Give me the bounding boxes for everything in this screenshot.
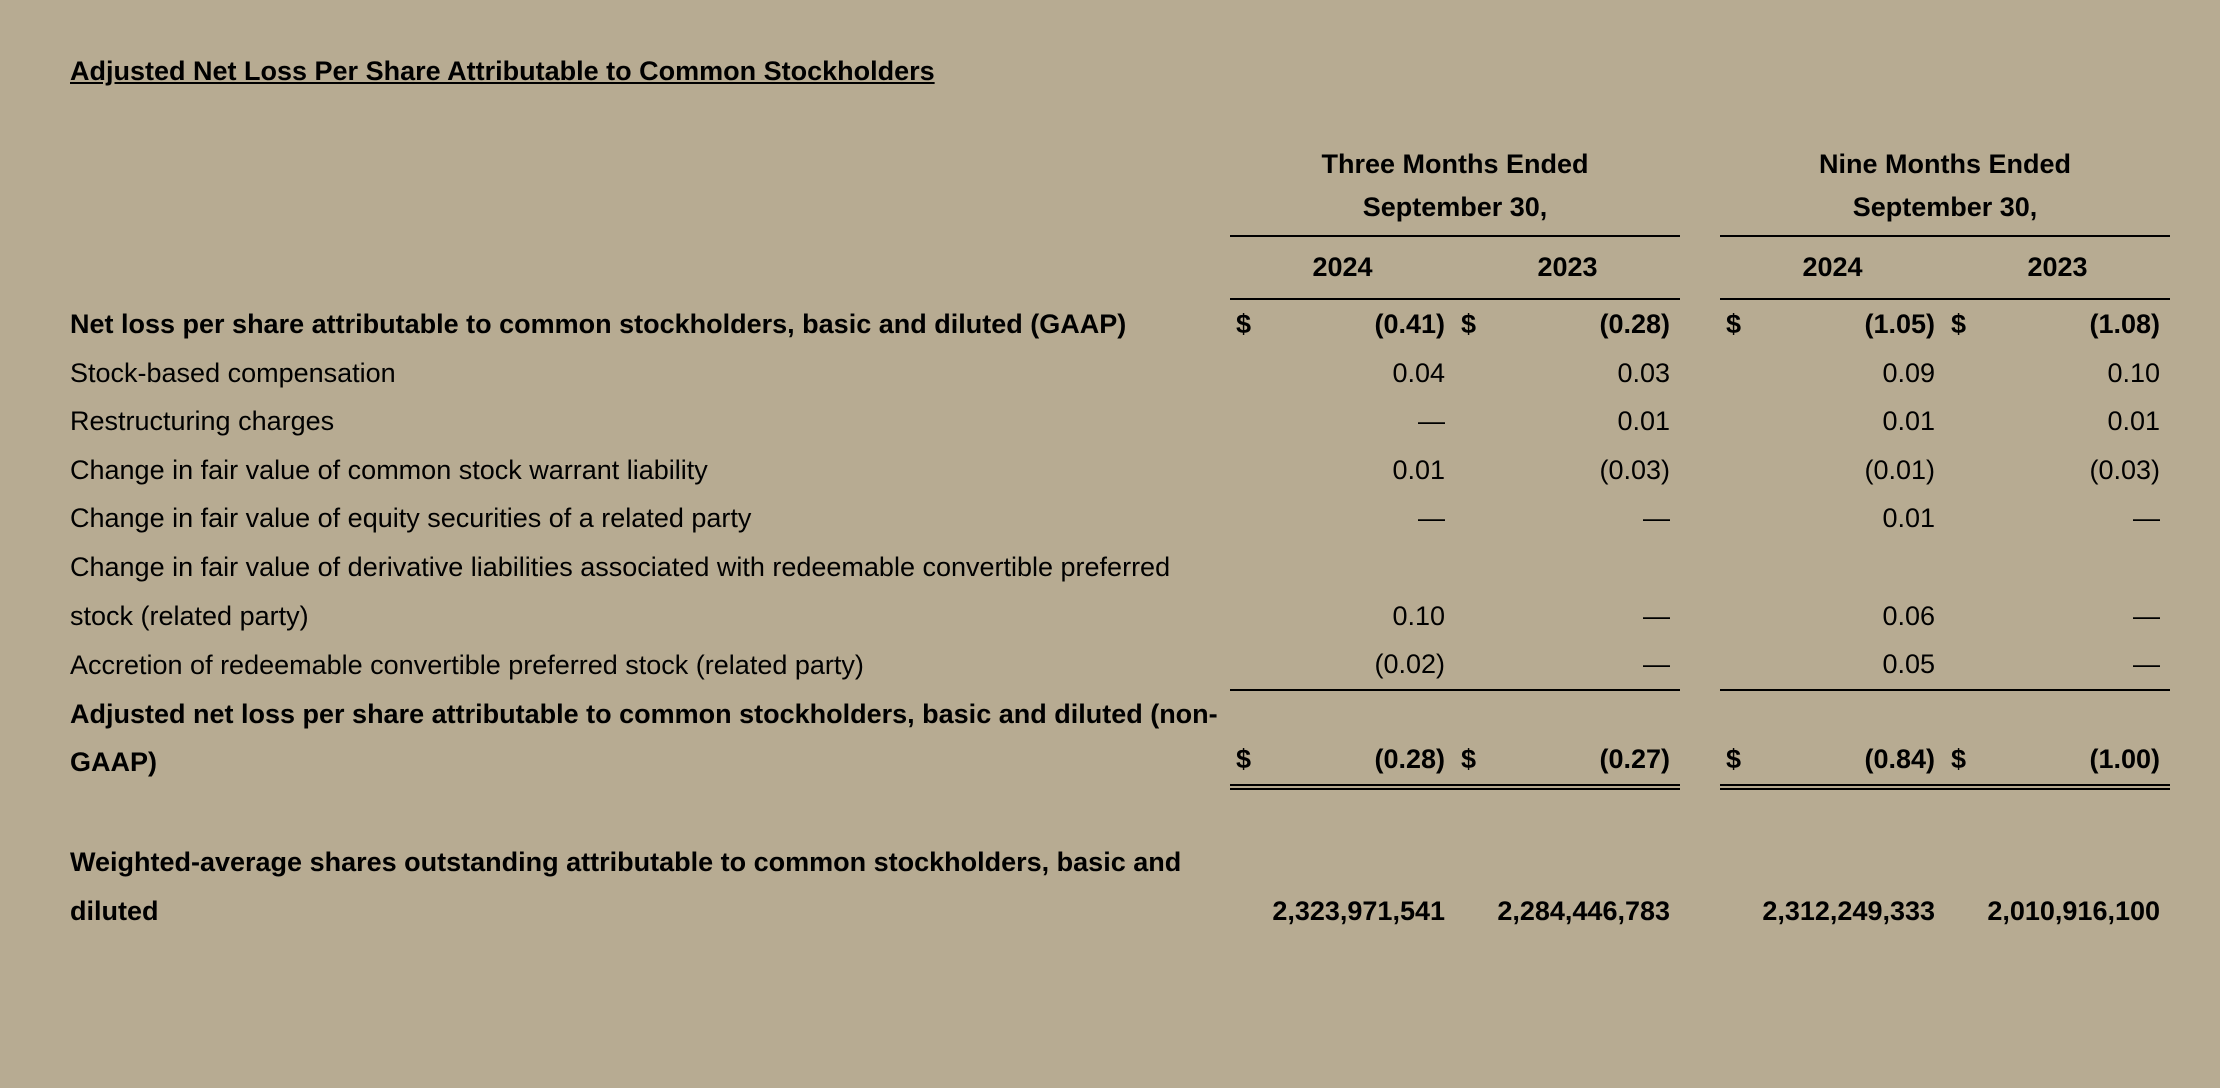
eps-table: Three Months Ended September 30, Nine Mo…	[70, 143, 2170, 935]
nine-months-l1: Nine Months Ended	[1819, 149, 2071, 179]
three-months-l2: September 30,	[1363, 192, 1548, 222]
row-shares: Weighted-average shares outstanding attr…	[70, 818, 2170, 935]
row-warrant-label: Change in fair value of common stock war…	[70, 446, 1230, 495]
currency-symbol: $	[1230, 690, 1270, 787]
period-header-row: Three Months Ended September 30, Nine Mo…	[70, 143, 2170, 236]
row-adjusted-v4: (1.00)	[1985, 690, 2170, 787]
section-title: Adjusted Net Loss Per Share Attributable…	[70, 56, 2150, 87]
row-gaap-v3: (1.05)	[1760, 299, 1945, 349]
row-deriv-v3: 0.06	[1760, 543, 1945, 640]
row-equity-rp-v4: —	[1985, 494, 2170, 543]
row-sbc-v2: 0.03	[1495, 349, 1680, 398]
row-accretion-v2: —	[1495, 640, 1680, 690]
three-months-header: Three Months Ended September 30,	[1230, 143, 1680, 236]
three-months-l1: Three Months Ended	[1322, 149, 1589, 179]
row-gaap-v1: (0.41)	[1270, 299, 1455, 349]
row-shares-v1: 2,323,971,541	[1270, 818, 1455, 935]
nine-months-header: Nine Months Ended September 30,	[1720, 143, 2170, 236]
currency-symbol: $	[1945, 299, 1985, 349]
spacer	[70, 787, 2170, 818]
row-deriv-v2: —	[1495, 543, 1680, 640]
row-restr-v3: 0.01	[1760, 397, 1945, 446]
row-equity-rp-v1: —	[1270, 494, 1455, 543]
row-deriv-label: Change in fair value of derivative liabi…	[70, 543, 1230, 640]
row-shares-v3: 2,312,249,333	[1760, 818, 1945, 935]
row-equity-rp-v2: —	[1495, 494, 1680, 543]
year-2023-b: 2023	[1945, 236, 2170, 299]
row-shares-label: Weighted-average shares outstanding attr…	[70, 818, 1230, 935]
row-gaap-label: Net loss per share attributable to commo…	[70, 299, 1230, 349]
row-adjusted-v2: (0.27)	[1495, 690, 1680, 787]
row-warrant-v2: (0.03)	[1495, 446, 1680, 495]
row-gaap-v4: (1.08)	[1985, 299, 2170, 349]
row-restr-v1: —	[1270, 397, 1455, 446]
row-shares-v2: 2,284,446,783	[1495, 818, 1680, 935]
currency-symbol: $	[1455, 690, 1495, 787]
row-shares-v4: 2,010,916,100	[1985, 818, 2170, 935]
row-deriv-v4: —	[1985, 543, 2170, 640]
row-accretion-v3: 0.05	[1760, 640, 1945, 690]
row-sbc-v4: 0.10	[1985, 349, 2170, 398]
row-sbc-v1: 0.04	[1270, 349, 1455, 398]
currency-symbol: $	[1230, 299, 1270, 349]
row-equity-rp-v3: 0.01	[1760, 494, 1945, 543]
row-adjusted: Adjusted net loss per share attributable…	[70, 690, 2170, 787]
row-equity-rp: Change in fair value of equity securitie…	[70, 494, 2170, 543]
year-header-row: 2024 2023 2024 2023	[70, 236, 2170, 299]
year-2023-a: 2023	[1455, 236, 1680, 299]
row-deriv-v1: 0.10	[1270, 543, 1455, 640]
nine-months-l2: September 30,	[1853, 192, 2038, 222]
row-sbc: Stock-based compensation 0.04 0.03 0.09 …	[70, 349, 2170, 398]
year-2024-a: 2024	[1230, 236, 1455, 299]
row-deriv: Change in fair value of derivative liabi…	[70, 543, 2170, 640]
row-sbc-label: Stock-based compensation	[70, 349, 1230, 398]
year-2024-b: 2024	[1720, 236, 1945, 299]
row-accretion-label: Accretion of redeemable convertible pref…	[70, 640, 1230, 690]
row-accretion: Accretion of redeemable convertible pref…	[70, 640, 2170, 690]
row-warrant-v4: (0.03)	[1985, 446, 2170, 495]
row-sbc-v3: 0.09	[1760, 349, 1945, 398]
row-equity-rp-label: Change in fair value of equity securitie…	[70, 494, 1230, 543]
row-restr-v4: 0.01	[1985, 397, 2170, 446]
row-gaap: Net loss per share attributable to commo…	[70, 299, 2170, 349]
currency-symbol: $	[1945, 690, 1985, 787]
row-accretion-v1: (0.02)	[1270, 640, 1455, 690]
row-adjusted-v3: (0.84)	[1760, 690, 1945, 787]
currency-symbol: $	[1720, 299, 1760, 349]
currency-symbol: $	[1455, 299, 1495, 349]
currency-symbol: $	[1720, 690, 1760, 787]
row-adjusted-v1: (0.28)	[1270, 690, 1455, 787]
row-restr-label: Restructuring charges	[70, 397, 1230, 446]
row-adjusted-label: Adjusted net loss per share attributable…	[70, 690, 1230, 787]
row-warrant-v3: (0.01)	[1760, 446, 1945, 495]
row-restr-v2: 0.01	[1495, 397, 1680, 446]
row-accretion-v4: —	[1985, 640, 2170, 690]
row-warrant: Change in fair value of common stock war…	[70, 446, 2170, 495]
row-warrant-v1: 0.01	[1270, 446, 1455, 495]
row-gaap-v2: (0.28)	[1495, 299, 1680, 349]
row-restr: Restructuring charges — 0.01 0.01 0.01	[70, 397, 2170, 446]
financial-table-page: Adjusted Net Loss Per Share Attributable…	[0, 0, 2220, 935]
